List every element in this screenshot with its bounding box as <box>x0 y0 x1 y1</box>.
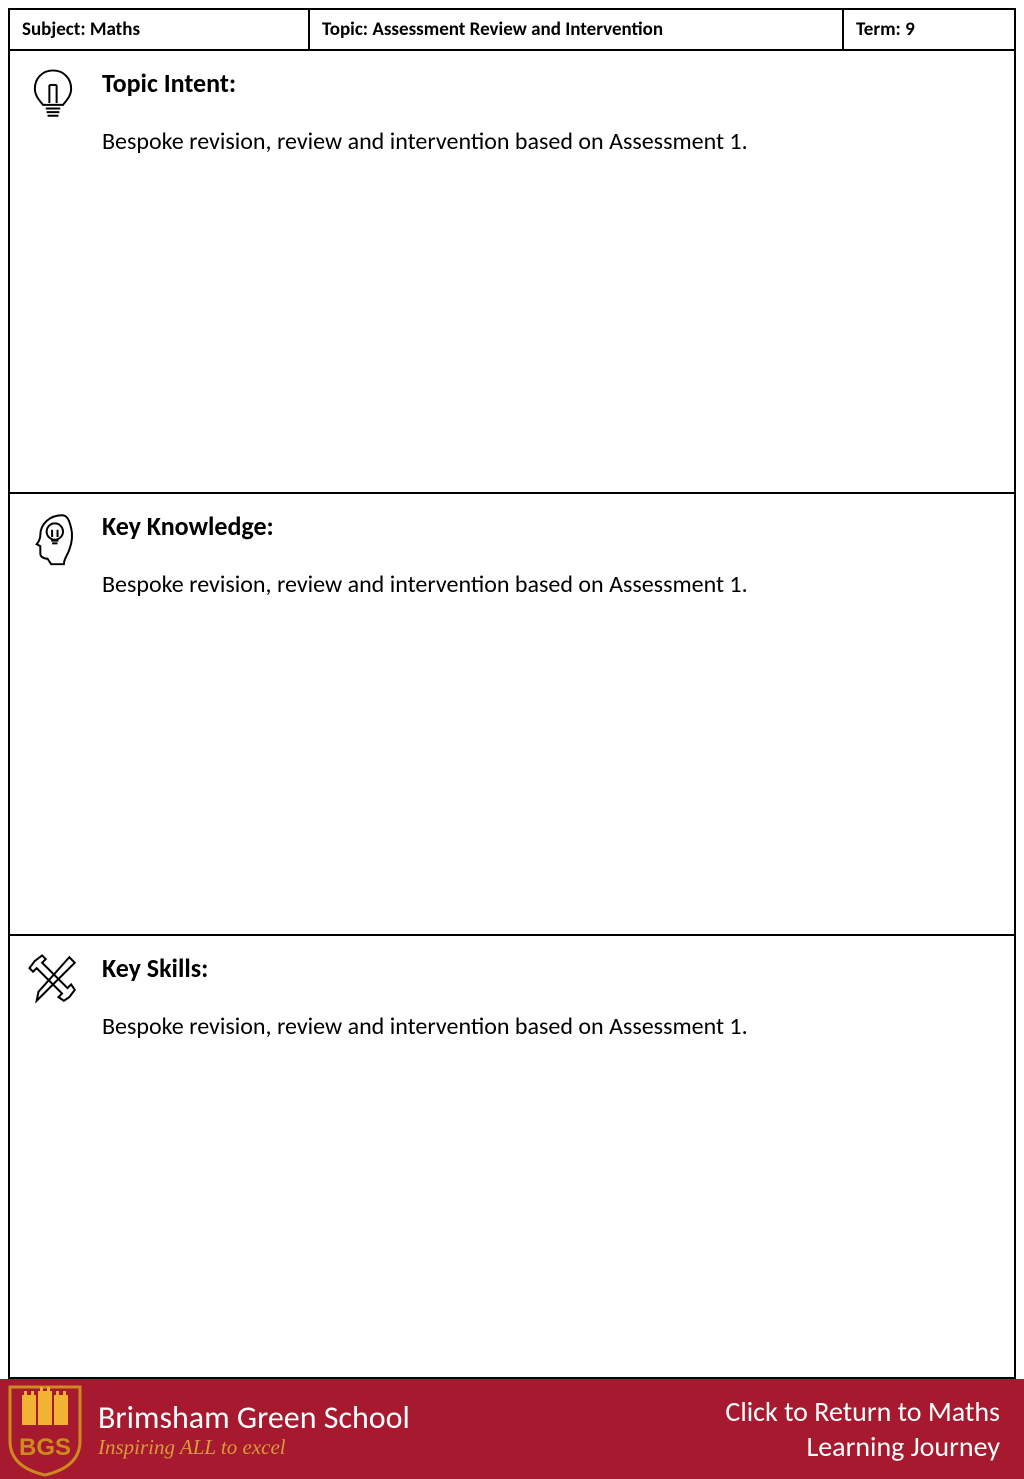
return-link[interactable]: Click to Return to Maths Learning Journe… <box>725 1394 1000 1464</box>
intent-body: Topic Intent: Bespoke revision, review a… <box>102 61 1000 482</box>
section-key-skills: Key Skills: Bespoke revision, review and… <box>10 936 1014 1377</box>
term-cell: Term: 9 <box>844 10 1014 49</box>
content-area: Topic Intent: Bespoke revision, review a… <box>8 49 1016 1379</box>
term-value: 9 <box>905 18 915 41</box>
section-key-knowledge: Key Knowledge: Bespoke revision, review … <box>10 494 1014 937</box>
return-link-line2: Learning Journey <box>725 1429 1000 1464</box>
topic-label: Topic: <box>322 18 368 41</box>
school-motto: Inspiring ALL to excel <box>98 1435 410 1460</box>
head-lightbulb-icon <box>24 504 84 925</box>
subject-label: Subject: <box>22 18 86 41</box>
knowledge-title: Key Knowledge: <box>102 510 1000 542</box>
skills-title: Key Skills: <box>102 952 1000 984</box>
topic-cell: Topic: Assessment Review and Interventio… <box>310 10 844 49</box>
lightbulb-icon <box>24 61 84 482</box>
subject-value: Maths <box>90 18 140 41</box>
school-name: Brimsham Green School <box>98 1398 410 1437</box>
tools-icon <box>24 946 84 1367</box>
logo-text: BGS <box>19 1434 71 1461</box>
footer: BGS Brimsham Green School Inspiring ALL … <box>0 1379 1024 1479</box>
knowledge-body: Key Knowledge: Bespoke revision, review … <box>102 504 1000 925</box>
header-row: Subject: Maths Topic: Assessment Review … <box>8 8 1016 49</box>
subject-cell: Subject: Maths <box>10 10 310 49</box>
term-label: Term: <box>856 18 901 41</box>
topic-value: Assessment Review and Intervention <box>372 18 663 41</box>
section-topic-intent: Topic Intent: Bespoke revision, review a… <box>10 51 1014 494</box>
intent-text: Bespoke revision, review and interventio… <box>102 127 1000 156</box>
intent-title: Topic Intent: <box>102 67 1000 99</box>
school-logo: BGS <box>0 1379 90 1479</box>
knowledge-text: Bespoke revision, review and interventio… <box>102 570 1000 599</box>
return-link-line1: Click to Return to Maths <box>725 1394 1000 1429</box>
skills-body: Key Skills: Bespoke revision, review and… <box>102 946 1000 1367</box>
footer-titles: Brimsham Green School Inspiring ALL to e… <box>98 1398 410 1460</box>
skills-text: Bespoke revision, review and interventio… <box>102 1012 1000 1041</box>
